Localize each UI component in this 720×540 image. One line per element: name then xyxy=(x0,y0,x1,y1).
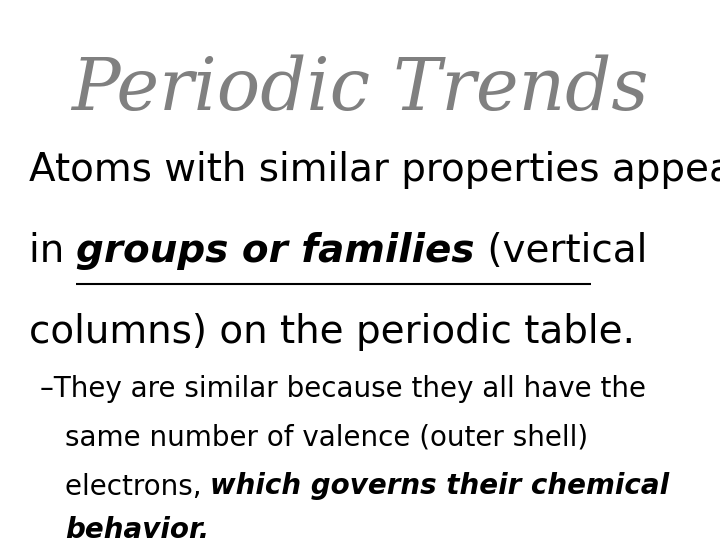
Text: Atoms with similar properties appear: Atoms with similar properties appear xyxy=(29,151,720,189)
Text: in: in xyxy=(29,232,76,270)
Text: –They are similar because they all have the: –They are similar because they all have … xyxy=(40,375,646,403)
Text: Periodic Trends: Periodic Trends xyxy=(71,54,649,125)
Text: columns) on the periodic table.: columns) on the periodic table. xyxy=(29,313,635,351)
Text: (vertical: (vertical xyxy=(475,232,647,270)
Text: electrons,: electrons, xyxy=(65,472,210,501)
Text: which governs their chemical: which governs their chemical xyxy=(210,472,670,501)
Text: behavior.: behavior. xyxy=(65,516,209,540)
Text: same number of valence (outer shell): same number of valence (outer shell) xyxy=(65,424,588,452)
Text: groups or families: groups or families xyxy=(76,232,475,270)
